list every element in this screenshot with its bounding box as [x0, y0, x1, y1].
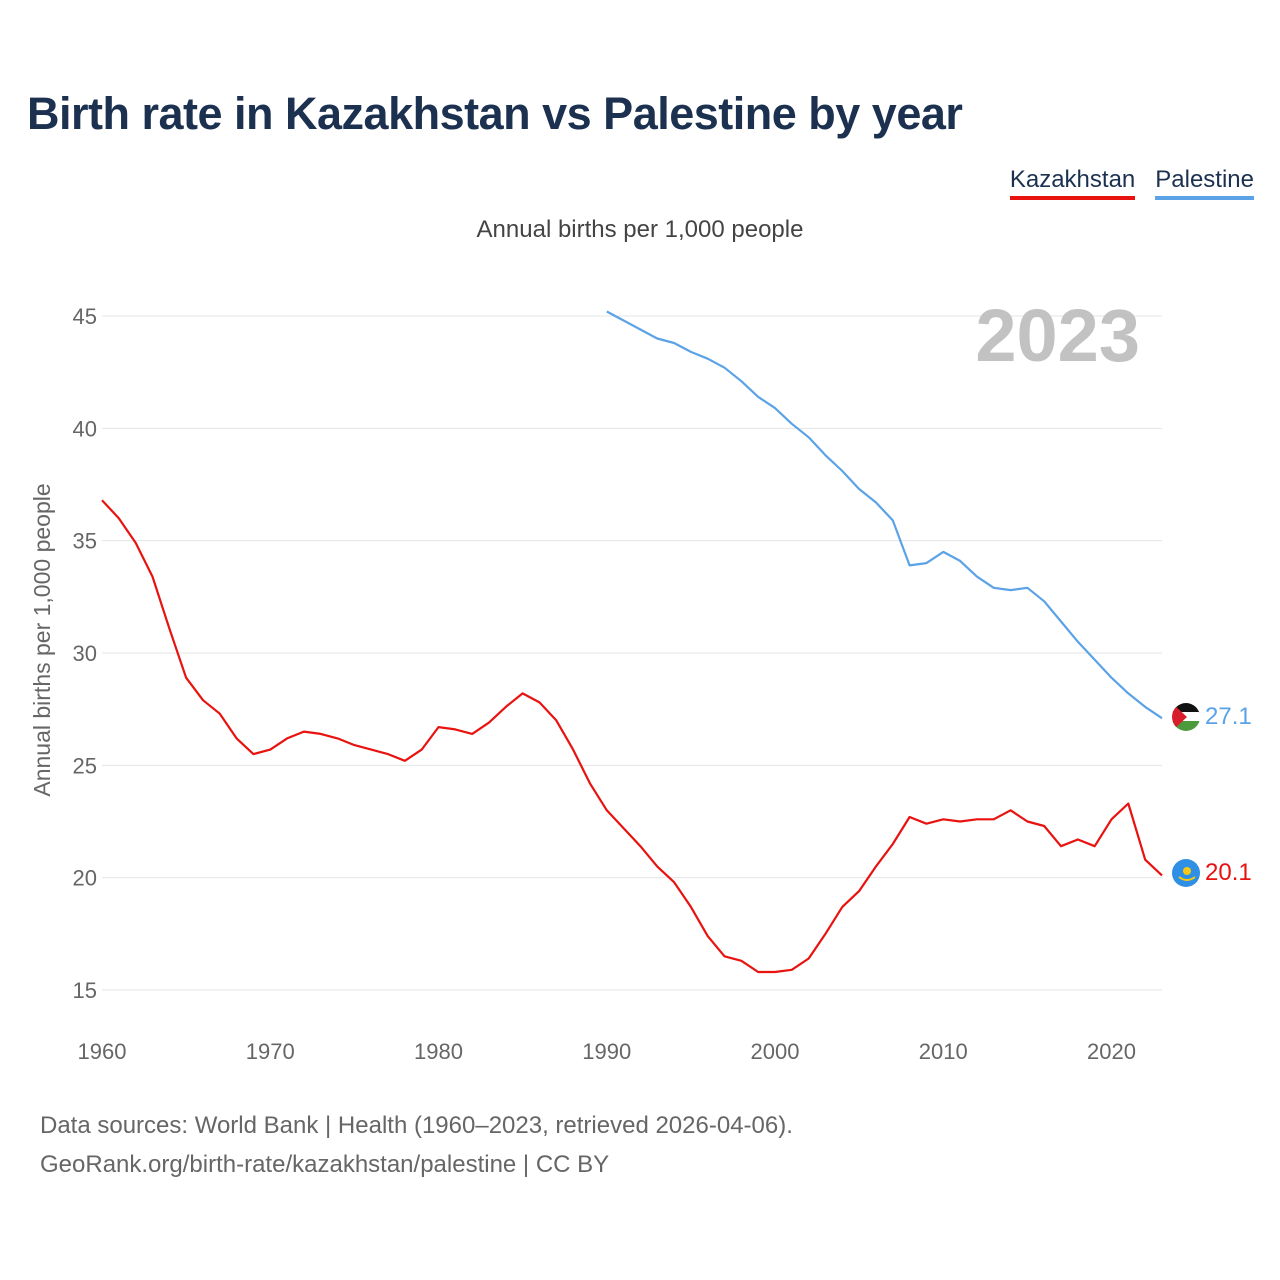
y-axis-ticks: 15 20 25 30 35 40 45: [73, 304, 97, 1003]
source-line: Data sources: World Bank | Health (1960–…: [40, 1112, 793, 1139]
kazakhstan-flag-icon: [1172, 859, 1200, 887]
x-tick-label: 1960: [78, 1039, 127, 1064]
x-axis-ticks: 1960 1970 1980 1990 2000 2010 2020: [78, 1039, 1136, 1064]
y-tick-label: 40: [73, 416, 97, 441]
year-badge: 2023: [975, 294, 1140, 377]
x-tick-label: 2000: [751, 1039, 800, 1064]
palestine-end-value: 27.1: [1205, 703, 1252, 730]
x-tick-label: 2020: [1087, 1039, 1136, 1064]
series-line-kazakhstan[interactable]: [101, 499, 1163, 974]
y-axis-label: Annual births per 1,000 people: [29, 483, 55, 796]
y-tick-label: 15: [73, 978, 97, 1003]
x-tick-label: 1980: [414, 1039, 463, 1064]
y-tick-label: 30: [73, 641, 97, 666]
legend: Kazakhstan Palestine: [1009, 166, 1254, 200]
y-tick-label: 45: [73, 304, 97, 329]
chart-subtitle: Annual births per 1,000 people: [476, 216, 804, 243]
source-url-line[interactable]: GeoRank.org/birth-rate/kazakhstan/palest…: [40, 1151, 610, 1178]
chart-title: Birth rate in Kazakhstan vs Palestine by…: [27, 88, 963, 139]
y-tick-label: 35: [73, 529, 97, 554]
kazakhstan-end-value: 20.1: [1205, 859, 1252, 886]
legend-item-palestine[interactable]: Palestine: [1155, 166, 1254, 200]
x-tick-label: 1990: [582, 1039, 631, 1064]
y-tick-label: 25: [73, 753, 97, 778]
series-lines: [101, 310, 1163, 974]
line-chart: 15 20 25 30 35 40 45 1960 1970 1980 1990 2000 2010 2…: [29, 294, 1252, 1064]
grid-lines: [102, 315, 1162, 991]
y-tick-label: 20: [73, 866, 97, 891]
x-tick-label: 2010: [919, 1039, 968, 1064]
legend-item-kazakhstan[interactable]: Kazakhstan: [1009, 166, 1136, 200]
series-line-palestine[interactable]: [606, 310, 1163, 720]
palestine-flag-icon: [1172, 703, 1200, 731]
data-sources: Data sources: World Bank | Health (1960–…: [40, 1106, 793, 1184]
x-tick-label: 1970: [246, 1039, 295, 1064]
